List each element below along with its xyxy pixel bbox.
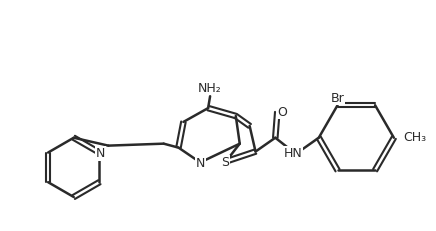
- Text: NH₂: NH₂: [198, 82, 222, 95]
- Text: CH₃: CH₃: [404, 131, 427, 144]
- Text: O: O: [277, 106, 287, 119]
- Text: HN: HN: [284, 147, 303, 160]
- Text: S: S: [221, 156, 229, 169]
- Text: N: N: [96, 147, 105, 160]
- Text: Br: Br: [330, 92, 344, 105]
- Text: N: N: [195, 157, 205, 170]
